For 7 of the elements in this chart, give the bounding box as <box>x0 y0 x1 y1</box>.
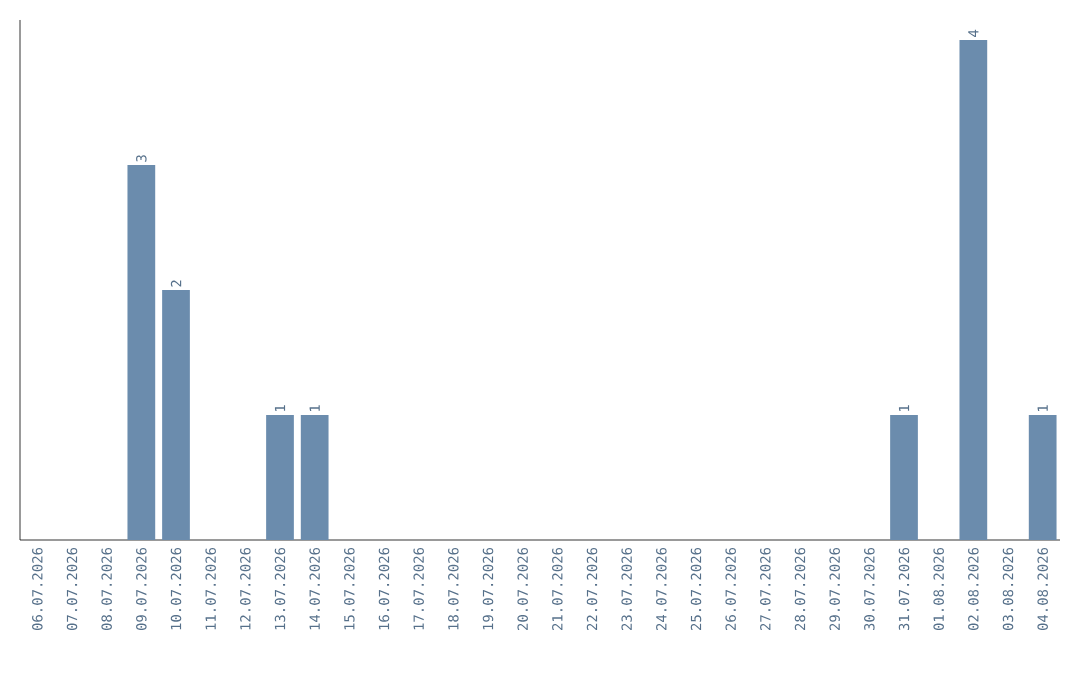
bar <box>127 164 156 540</box>
bar <box>300 415 329 540</box>
bar <box>959 39 988 540</box>
bar <box>266 415 294 540</box>
bar <box>162 289 190 540</box>
bar <box>890 415 918 540</box>
bar <box>1028 415 1057 540</box>
